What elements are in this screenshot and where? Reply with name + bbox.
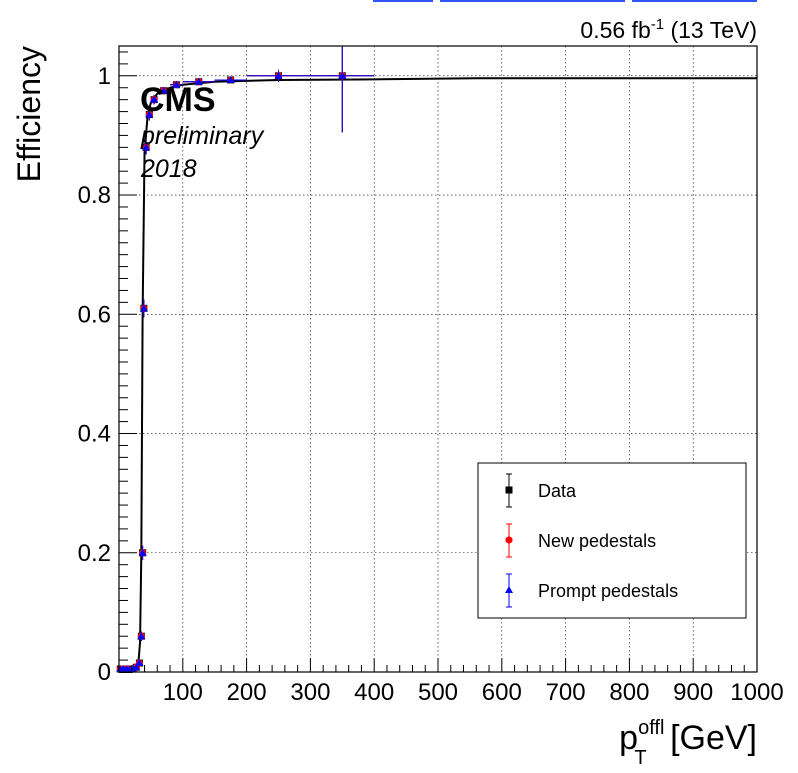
x-tick-label: 900 xyxy=(673,679,713,706)
preliminary-label: preliminary xyxy=(140,122,265,150)
x-tick-label: 100 xyxy=(163,679,203,706)
data-point xyxy=(338,71,347,79)
year-label: 2018 xyxy=(140,155,197,183)
legend-label-data: Data xyxy=(538,481,577,501)
data-point xyxy=(274,71,283,79)
x-tick-label: 800 xyxy=(609,679,649,706)
legend-label-new: New pedestals xyxy=(538,531,656,551)
data-point xyxy=(139,304,148,312)
data-point xyxy=(145,110,154,118)
x-axis-title-unit: [GeV] xyxy=(661,719,757,757)
legend-marker-triangle xyxy=(505,586,513,593)
legend-label-prompt: Prompt pedestals xyxy=(538,581,678,601)
x-tick-label: 500 xyxy=(418,679,458,706)
y-tick-label: 0.8 xyxy=(78,182,111,209)
data-point xyxy=(150,95,159,103)
x-tick-label: 200 xyxy=(227,679,267,706)
legend: Data New pedestals Prompt pedestals xyxy=(477,462,747,619)
x-axis-title-sub: T xyxy=(634,747,646,769)
x-tick-label: 1000 xyxy=(730,679,783,706)
y-tick-label: 0 xyxy=(98,659,111,686)
legend-marker-square xyxy=(505,486,513,494)
axes: 100 200 300 400 500 600 700 800 900 1000 0 0.2 0.4 0.… xyxy=(78,51,784,706)
grid xyxy=(119,46,757,672)
data-point xyxy=(132,663,141,671)
x-tick-label: 300 xyxy=(290,679,330,706)
x-axis-title-sup: offl xyxy=(638,717,664,739)
legend-markers xyxy=(505,473,513,608)
y-tick-label: 0.4 xyxy=(78,421,111,448)
data-point xyxy=(137,632,146,640)
y-axis-title: Efficiency xyxy=(11,46,47,182)
data-points xyxy=(116,46,375,673)
data-point xyxy=(226,75,235,83)
x-axis-title: poffl T [GeV] xyxy=(619,717,757,769)
x-axis-title-base: p xyxy=(619,719,638,757)
legend-box xyxy=(477,462,747,619)
data-point xyxy=(159,86,168,94)
lumi-suffix: (13 TeV) xyxy=(664,17,757,43)
lumi-label: 0.56 fb-1 (13 TeV) xyxy=(580,16,757,43)
y-tick-label: 0.6 xyxy=(78,301,111,328)
x-tick-label: 400 xyxy=(354,679,394,706)
lumi-exponent: -1 xyxy=(651,16,664,33)
y-tick-label: 1 xyxy=(98,63,111,90)
legend-marker-circle xyxy=(505,536,513,544)
x-tick-label: 600 xyxy=(482,679,522,706)
y-tick-label: 0.2 xyxy=(78,540,111,567)
x-tick-label: 700 xyxy=(546,679,586,706)
data-point xyxy=(129,665,138,673)
series-prompt-pedestals xyxy=(116,46,375,673)
data-point xyxy=(142,143,151,151)
experiment-label: CMS xyxy=(140,81,216,119)
lumi-prefix: 0.56 fb xyxy=(580,17,650,43)
data-point xyxy=(194,77,203,85)
data-point xyxy=(135,659,144,667)
data-point xyxy=(172,80,181,88)
data-point xyxy=(138,548,147,556)
